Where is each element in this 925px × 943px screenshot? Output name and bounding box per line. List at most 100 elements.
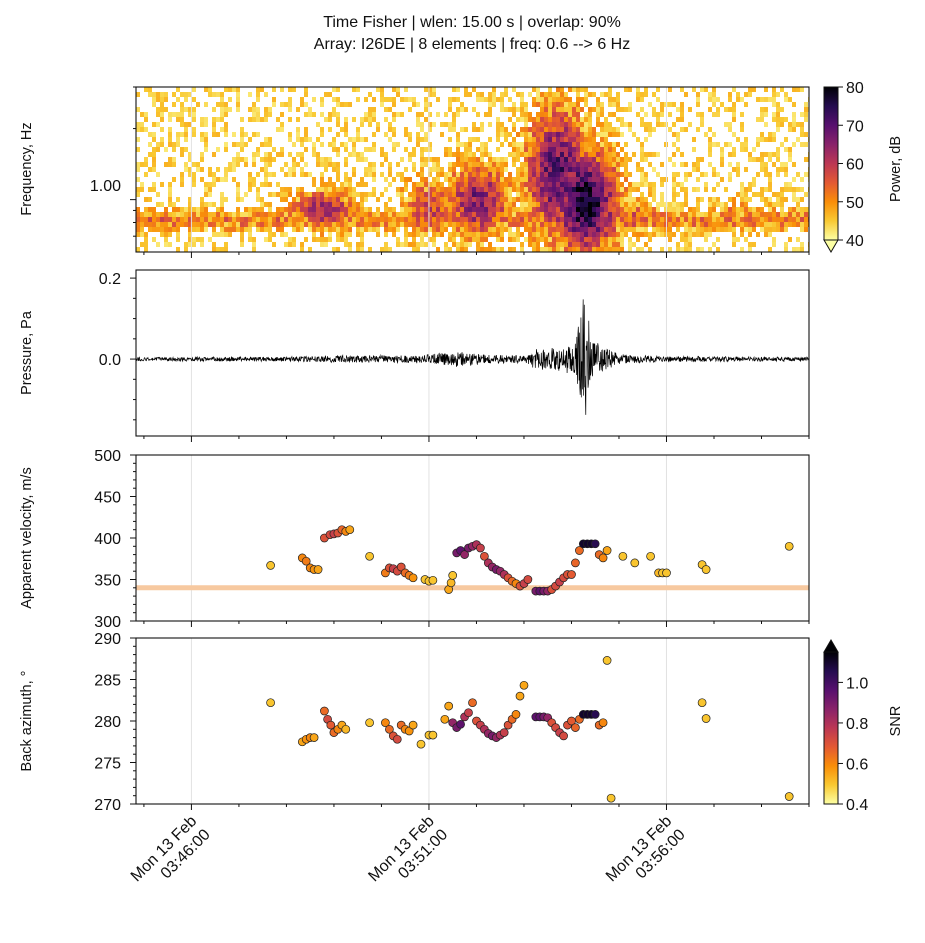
waveform-trace: [136, 299, 809, 415]
backazimuth-ylabel: Back azimuth, °: [19, 671, 35, 772]
spectrogram-ytick-1: 1.00: [90, 178, 121, 195]
backazimuth-point: [606, 793, 616, 803]
velocity-point: [701, 565, 711, 574]
backazimuth-point: [408, 720, 418, 730]
backazimuth-point: [602, 656, 612, 665]
velocity-point: [266, 561, 275, 570]
velocity-point: [365, 551, 374, 561]
waveform-ytick: 0.2: [99, 271, 121, 288]
backazimuth-panel: 270 275 280 285 290 Back azimuth, ° Mon 13 F…: [19, 631, 810, 899]
backazimuth-point: [365, 718, 374, 728]
velocity-point: [571, 558, 580, 568]
backazimuth-point: [392, 734, 402, 744]
waveform-ylabel: Pressure, Pa: [19, 310, 35, 395]
spectrogram-panel: Frequency, Hz 1.00: [19, 86, 810, 258]
snr-colorbar-tick: 0.6: [846, 756, 868, 773]
x-tick-label: Mon 13 Feb03:56:00: [603, 813, 689, 899]
snr-colorbar-bar: [823, 651, 839, 805]
backazimuth-point: [559, 731, 568, 741]
velocity-point: [428, 575, 438, 585]
velocity-point: [598, 553, 608, 563]
velocity-point: [618, 551, 628, 561]
velocity-point: [567, 570, 576, 579]
velocity-point: [646, 551, 655, 561]
velocity-point: [313, 565, 323, 574]
spectrogram-cells: [136, 87, 809, 252]
backazimuth-point: [381, 718, 390, 728]
backazimuth-ytick: 290: [94, 631, 121, 648]
snr-colorbar-label: SNR: [888, 706, 904, 737]
velocity-point: [476, 543, 485, 553]
backazimuth-point: [309, 733, 319, 742]
backazimuth-point: [571, 723, 580, 732]
backazimuth-point: [444, 701, 454, 711]
velocity-ytick: 350: [94, 573, 121, 590]
power-colorbar-tick: 70: [846, 118, 864, 135]
backazimuth-point: [341, 724, 351, 734]
backazimuth-point: [428, 730, 438, 740]
backazimuth-point: [598, 718, 608, 728]
snr-colorbar-tick: 0.8: [846, 716, 868, 733]
velocity-point: [523, 575, 533, 584]
velocity-ytick: 300: [94, 614, 121, 631]
velocity-ytick: 400: [94, 531, 121, 548]
velocity-point: [446, 578, 456, 588]
backazimuth-point: [499, 728, 509, 737]
chart-title-line1: Time Fisher | wlen: 15.00 s | overlap: 9…: [323, 14, 621, 31]
backazimuth-point: [416, 739, 426, 749]
power-colorbar-tick: 60: [846, 157, 864, 174]
backazimuth-point: [515, 691, 525, 701]
snr-colorbar-tick: 0.4: [846, 797, 868, 814]
velocity-point: [630, 558, 640, 568]
backazimuth-point: [326, 720, 336, 730]
velocity-point: [784, 541, 794, 551]
backazimuth-ytick: 285: [94, 673, 121, 690]
power-colorbar-bar: [823, 86, 839, 241]
backazimuth-ytick: 280: [94, 714, 121, 731]
backazimuth-point: [456, 719, 465, 729]
velocity-point: [345, 525, 355, 535]
backazimuth-point: [385, 724, 394, 734]
velocity-point: [408, 573, 418, 583]
power-colorbar: 40 50 60 70 80 Power, dB: [823, 80, 904, 253]
power-colorbar-tick: 50: [846, 195, 864, 212]
backazimuth-ytick: 270: [94, 797, 121, 814]
snr-colorbar: 0.4 0.6 0.8 1.0 SNR: [823, 639, 904, 814]
velocity-point: [448, 571, 458, 580]
velocity-point: [662, 568, 671, 578]
backazimuth-ytick: 275: [94, 756, 121, 773]
x-tick-label: Mon 13 Feb03:46:00: [128, 813, 214, 899]
backazimuth-point: [784, 792, 794, 801]
waveform-panel: 0.0 0.2 Pressure, Pa: [19, 269, 810, 442]
snr-colorbar-tick: 1.0: [846, 675, 868, 692]
power-colorbar-tick: 40: [846, 233, 864, 250]
power-colorbar-tick: 80: [846, 80, 864, 97]
backazimuth-point: [697, 698, 707, 708]
velocity-point: [575, 546, 584, 555]
velocity-point: [301, 556, 311, 566]
backazimuth-point: [590, 710, 600, 719]
chart-title-line2: Array: I26DE | 8 elements | freq: 0.6 --…: [314, 36, 630, 53]
velocity-point: [396, 562, 406, 572]
power-colorbar-extend-min: [823, 239, 839, 253]
velocity-ylabel: Apparent velocity, m/s: [19, 467, 35, 609]
velocity-ytick: 450: [94, 490, 121, 507]
velocity-point: [460, 550, 469, 559]
backazimuth-point: [519, 680, 529, 690]
velocity-point: [602, 546, 612, 555]
velocity-panel: 300 350 400 450 500 Apparent velocity, m/s: [19, 448, 810, 631]
x-tick-label: Mon 13 Feb03:51:00: [365, 813, 451, 899]
snr-colorbar-extend-max: [823, 639, 839, 653]
backazimuth-point: [464, 708, 473, 718]
waveform-ytick: 0.0: [99, 352, 121, 369]
velocity-ytick: 500: [94, 448, 121, 465]
velocity-point: [590, 539, 600, 549]
backazimuth-point: [701, 714, 711, 723]
spectrogram-ylabel: Frequency, Hz: [19, 122, 35, 215]
backazimuth-point: [511, 710, 521, 719]
backazimuth-point: [468, 698, 477, 708]
power-colorbar-label: Power, dB: [888, 136, 904, 202]
velocity-point: [480, 551, 489, 561]
backazimuth-point: [266, 698, 275, 708]
